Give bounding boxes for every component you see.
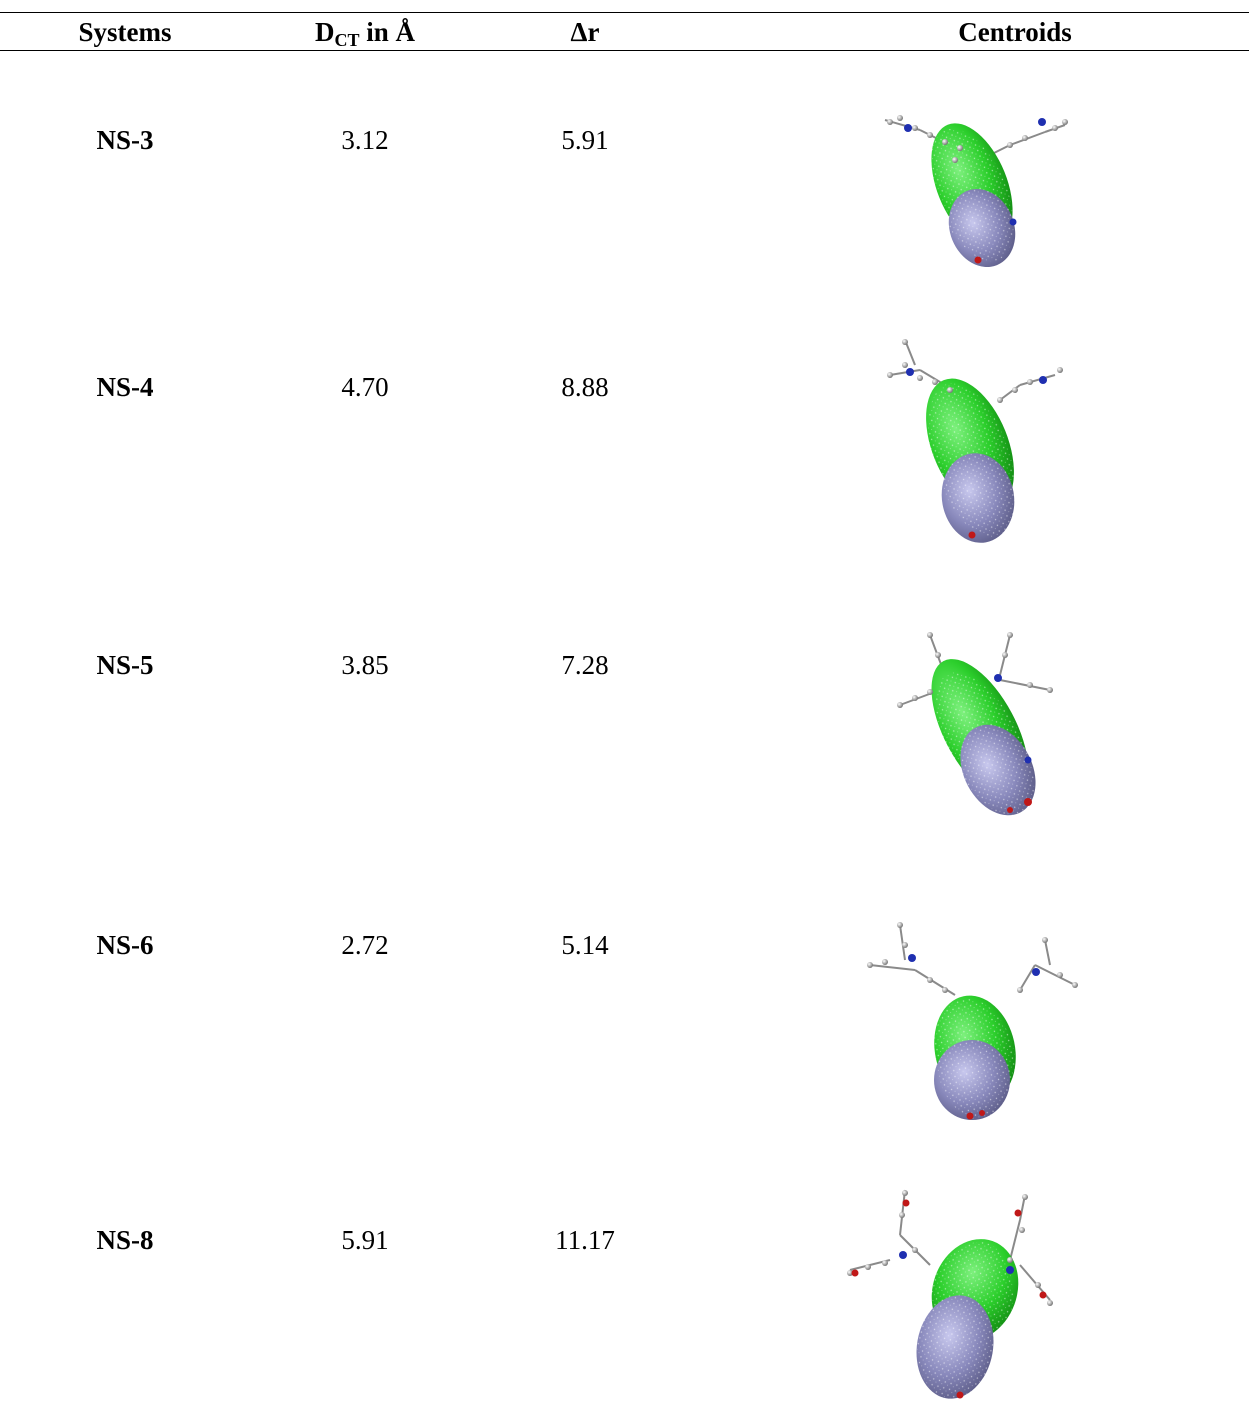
centroid-image-ns6: [860, 920, 1085, 1130]
dct-value: 3.12: [341, 125, 389, 155]
table-top-rule: [0, 12, 1249, 13]
system-name: NS-4: [96, 372, 154, 402]
centroid-image-ns4: [860, 330, 1080, 555]
header-dct-main: D: [314, 17, 335, 47]
system-name: NS-6: [96, 930, 154, 960]
header-systems: Systems: [78, 17, 172, 47]
table-header-rule: [0, 50, 1249, 51]
header-centroids: Centroids: [958, 17, 1072, 47]
system-name: NS-5: [96, 650, 154, 680]
system-name: NS-8: [96, 1225, 154, 1255]
dct-value: 2.72: [341, 930, 389, 960]
delta-r-value: 8.88: [561, 372, 609, 402]
delta-r-value: 5.14: [561, 930, 609, 960]
dct-value: 5.91: [341, 1225, 389, 1255]
dct-value: 3.85: [341, 650, 389, 680]
header-dct-subscript: CT: [334, 30, 360, 50]
centroid-image-ns5: [860, 620, 1080, 830]
header-dct-unit: in Å: [359, 17, 416, 47]
centroid-image-ns8: [840, 1185, 1070, 1410]
centroid-image-ns3: [860, 100, 1080, 280]
delta-r-value: 7.28: [561, 650, 609, 680]
delta-r-value: 11.17: [555, 1225, 615, 1255]
system-name: NS-3: [96, 125, 154, 155]
header-dct: DCT in Å: [285, 14, 445, 50]
header-delta-r: Δr: [570, 17, 600, 47]
delta-r-value: 5.91: [561, 125, 609, 155]
dct-value: 4.70: [341, 372, 389, 402]
